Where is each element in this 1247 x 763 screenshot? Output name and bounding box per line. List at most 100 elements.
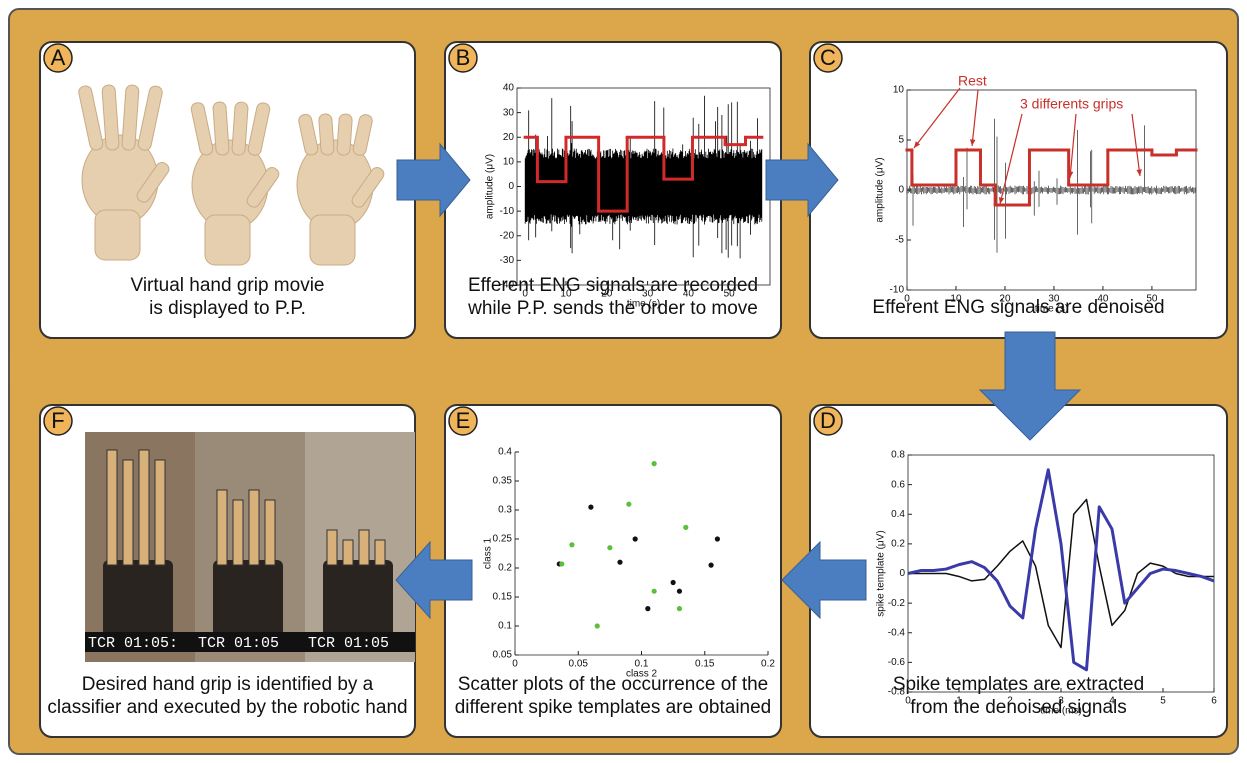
x-tick-label: 10 <box>560 289 572 300</box>
scatter-point <box>559 561 564 566</box>
x-tick-label: 0 <box>522 289 528 300</box>
robot-finger <box>375 540 385 565</box>
y-tick-label: 0 <box>898 185 904 196</box>
x-tick-label: 0 <box>904 294 910 305</box>
y-tick-label: -20 <box>500 230 515 241</box>
y-tick-label: 0 <box>508 181 514 192</box>
x-tick-label: 2 <box>1007 696 1013 707</box>
x-tick-label: 10 <box>950 294 962 305</box>
scatter-point <box>677 589 682 594</box>
y-tick-label: 0.1 <box>498 621 512 632</box>
scatter-point <box>708 563 713 568</box>
y-tick-label: -30 <box>500 255 515 266</box>
robot-finger <box>123 460 133 565</box>
y-tick-label: 0.4 <box>891 509 905 520</box>
y-tick-label: 0.2 <box>498 563 512 574</box>
y-tick-label: 0.4 <box>498 447 512 458</box>
panel: Desired hand grip is identified by aclas… <box>40 405 415 737</box>
y-tick-label: -0.4 <box>888 627 906 638</box>
y-axis-label: spike template (μV) <box>876 530 887 616</box>
x-tick-label: 40 <box>683 289 695 300</box>
y-tick-label: -10 <box>890 285 905 296</box>
x-tick-label: 4 <box>1109 696 1115 707</box>
x-tick-label: 50 <box>724 289 736 300</box>
y-tick-label: -0.8 <box>888 687 906 698</box>
caption: Virtual hand grip movie <box>131 275 325 296</box>
robot-finger <box>265 500 275 565</box>
timecode: TCR 01:05 <box>198 635 279 652</box>
x-tick-label: 6 <box>1211 696 1217 707</box>
robot-photo: TCR 01:05 <box>305 432 415 662</box>
robot-finger <box>249 490 259 565</box>
caption: from the denoised signals <box>910 697 1127 718</box>
y-tick-label: 20 <box>503 132 515 143</box>
robot-finger <box>139 450 149 565</box>
scatter-point <box>633 536 638 541</box>
x-tick-label: 40 <box>1097 294 1109 305</box>
x-axis-label: time (s) <box>627 299 660 310</box>
robot-photo: TCR 01:05: <box>85 432 195 662</box>
x-tick-label: 0.05 <box>569 659 589 670</box>
y-axis-label: class 1 <box>483 538 494 570</box>
panel-letter: A <box>51 45 66 70</box>
panel-letter: B <box>456 45 471 70</box>
caption: Desired hand grip is identified by a <box>82 674 374 695</box>
caption: Efferent ENG signals are denoised <box>872 297 1164 318</box>
y-tick-label: 0.3 <box>498 505 512 516</box>
y-tick-label: -5 <box>895 235 904 246</box>
caption: is displayed to P.P. <box>149 298 306 319</box>
caption: Scatter plots of the occurrence of the <box>458 674 769 695</box>
x-axis-label: class 2 <box>626 669 658 680</box>
robot-finger <box>359 530 369 565</box>
scatter-point <box>569 542 574 547</box>
robot-finger <box>155 460 165 565</box>
x-tick-label: 0.15 <box>695 659 715 670</box>
wrist <box>310 215 355 265</box>
robot-finger <box>233 500 243 565</box>
y-tick-label: 5 <box>898 135 904 146</box>
x-tick-label: 0 <box>512 659 518 670</box>
x-tick-label: 20 <box>601 289 613 300</box>
panel: Scatter plots of the occurrence of thedi… <box>445 405 781 737</box>
y-tick-label: 0.15 <box>493 592 513 603</box>
y-tick-label: 0.8 <box>891 450 905 461</box>
y-axis-label: amplitude (μV) <box>875 157 886 222</box>
x-tick-label: 0 <box>905 696 911 707</box>
x-tick-label: 5 <box>1160 696 1166 707</box>
scatter-point <box>588 505 593 510</box>
scatter-point <box>683 525 688 530</box>
y-tick-label: 40 <box>503 83 515 94</box>
scatter-point <box>677 606 682 611</box>
scatter-point <box>652 589 657 594</box>
scatter-point <box>617 560 622 565</box>
caption: different spike templates are obtained <box>455 697 772 718</box>
x-tick-label: 20 <box>999 294 1011 305</box>
robot-finger <box>327 530 337 565</box>
wrist <box>205 215 250 265</box>
robot-finger <box>343 540 353 565</box>
robot-photo: TCR 01:05 <box>195 432 305 662</box>
figure: Virtual hand grip movieis displayed to P… <box>0 0 1247 763</box>
x-tick-label: 0.2 <box>761 659 775 670</box>
panel-letter: E <box>456 408 471 433</box>
y-tick-label: 0.05 <box>493 650 513 661</box>
panel-letter: F <box>51 408 64 433</box>
finger <box>337 114 353 156</box>
annotation: Rest <box>958 73 987 89</box>
y-tick-label: 10 <box>503 157 515 168</box>
x-axis-label: time (ms) <box>1040 706 1082 717</box>
robot-body <box>103 560 173 640</box>
scatter-point <box>652 461 657 466</box>
y-tick-label: 0 <box>899 568 905 579</box>
scatter-point <box>607 545 612 550</box>
y-tick-label: 0.2 <box>891 539 905 550</box>
panel-letter: D <box>820 408 836 433</box>
scatter-point <box>715 536 720 541</box>
y-tick-label: 0.25 <box>493 534 513 545</box>
y-axis-label: amplitude (μV) <box>485 154 496 219</box>
robot-finger <box>217 490 227 565</box>
y-tick-label: -0.2 <box>888 598 906 609</box>
y-tick-label: 30 <box>503 107 515 118</box>
